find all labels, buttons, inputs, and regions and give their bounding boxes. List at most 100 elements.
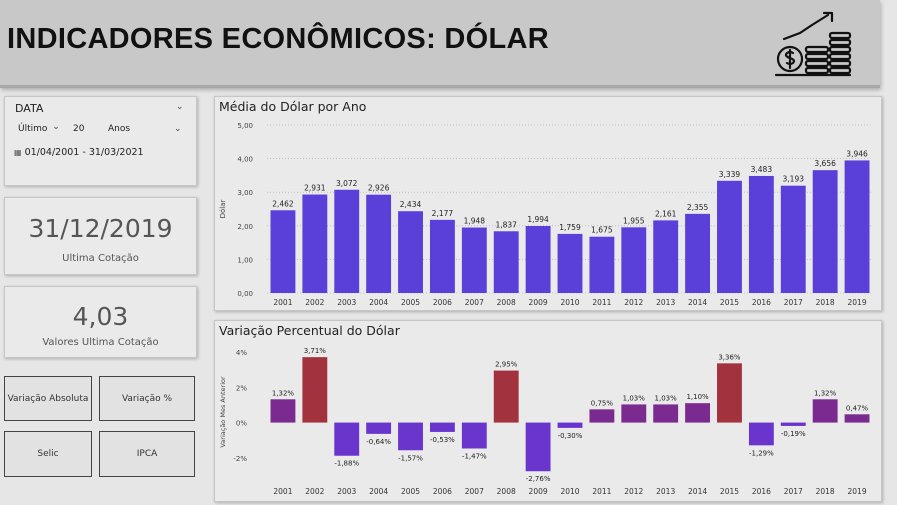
data-label: 1,32% — [814, 389, 837, 397]
bar-2018 — [812, 399, 838, 423]
data-label: 1,675 — [591, 226, 613, 235]
data-label: -1,47% — [462, 452, 487, 460]
bar-2008 — [493, 231, 519, 293]
x-tick-label: 2016 — [752, 298, 771, 307]
kpi-value-value: 4,03 — [72, 302, 129, 331]
x-tick-label: 2018 — [816, 487, 835, 496]
calendar-icon: ▦ — [14, 148, 22, 157]
y-axis-label: Variação Mes Anterior — [219, 376, 227, 448]
date-range-text: 01/04/2001 - 31/03/2021 — [24, 147, 144, 158]
chevron-down-icon[interactable]: ⌄ — [176, 102, 184, 112]
data-label: 1,759 — [559, 223, 581, 232]
money-growth-icon — [774, 11, 852, 77]
y-tick-label: 0,00 — [237, 290, 253, 298]
x-tick-label: 2014 — [688, 487, 707, 496]
data-label: 0,75% — [591, 399, 614, 407]
bar-2019 — [844, 160, 870, 293]
data-label: 2,355 — [687, 203, 709, 212]
data-label: 3,339 — [719, 170, 741, 179]
x-tick-label: 2016 — [752, 487, 771, 496]
x-tick-label: 2011 — [592, 487, 611, 496]
bar-2016 — [748, 175, 774, 293]
x-tick-label: 2010 — [560, 298, 579, 307]
bar-2017 — [780, 185, 806, 293]
bar-2002 — [302, 357, 328, 423]
data-label: 1,955 — [623, 216, 645, 225]
x-tick-label: 2013 — [656, 487, 675, 496]
bar-2007 — [461, 422, 487, 449]
unit-value: Anos — [108, 124, 131, 134]
data-label: 3,946 — [846, 149, 868, 158]
unit-select[interactable]: Anos — [108, 124, 130, 134]
bar-2014 — [685, 213, 711, 293]
bar-2012 — [621, 404, 647, 423]
bar-2003 — [334, 422, 360, 456]
chart-average-dollar-by-year: Média do Dólar por Ano 0,00 1,00 2,00 3,00 4… — [214, 96, 882, 311]
bar-2011 — [589, 236, 615, 293]
x-tick-label: 2005 — [401, 298, 420, 307]
x-tick-label: 2015 — [720, 298, 739, 307]
data-label: 0,47% — [846, 404, 869, 412]
x-tick-label: 2017 — [784, 298, 803, 307]
selic-button[interactable]: Selic — [4, 431, 92, 477]
x-tick-label: 2019 — [848, 487, 867, 496]
data-label: 3,36% — [718, 353, 741, 361]
chevron-down-icon[interactable]: ⌄ — [174, 124, 182, 134]
data-label: 1,948 — [464, 217, 486, 226]
bar-2010 — [557, 233, 583, 293]
chart1-title: Média do Dólar por Ano — [219, 99, 367, 114]
x-tick-label: 2001 — [273, 298, 292, 307]
data-label: -2,76% — [526, 475, 551, 483]
x-tick-label: 2018 — [816, 298, 835, 307]
relative-mode-select[interactable]: Último ⌄ — [18, 122, 60, 134]
y-axis-label: Dólar — [219, 199, 227, 218]
bar-2017 — [780, 422, 806, 426]
data-label: 1,837 — [495, 220, 517, 229]
x-tick-label: 2004 — [369, 298, 388, 307]
bar-2008 — [493, 370, 519, 423]
data-label: -0,30% — [558, 432, 583, 440]
x-tick-label: 2014 — [688, 298, 707, 307]
data-label: 2,926 — [368, 184, 390, 193]
bar-2009 — [525, 226, 551, 293]
bar-2001 — [270, 210, 296, 293]
data-label: 1,03% — [655, 394, 678, 402]
bar-2018 — [812, 170, 838, 293]
bar-2015 — [717, 363, 742, 423]
bar-2006 — [429, 422, 455, 432]
y-tick-label: 2,00 — [237, 223, 253, 231]
chart2-title: Variação Percentual do Dólar — [219, 323, 400, 338]
bar-2009 — [525, 422, 551, 472]
x-tick-label: 2003 — [337, 298, 356, 307]
date-range: ▦ 01/04/2001 - 31/03/2021 — [14, 147, 144, 158]
bar-2012 — [621, 227, 647, 293]
x-tick-label: 2005 — [401, 487, 420, 496]
bar-2013 — [653, 404, 679, 423]
kpi-date-value: 31/12/2019 — [28, 214, 173, 243]
bar-2010 — [557, 422, 583, 428]
bar-2019 — [844, 414, 870, 423]
ipca-button[interactable]: IPCA — [99, 431, 195, 477]
x-tick-label: 2006 — [433, 298, 452, 307]
count-input[interactable]: 20 — [73, 124, 85, 134]
variation-absolute-button[interactable]: Variação Absoluta — [4, 376, 92, 421]
variation-percent-button[interactable]: Variação % — [99, 376, 195, 421]
bar-2014 — [685, 403, 711, 423]
data-label: -0,64% — [366, 438, 391, 446]
slicer-title: DATA — [15, 102, 44, 115]
chart1-svg: 0,00 1,00 2,00 3,00 4,00 5,00 Dólar 2,462 2001 2,… — [219, 122, 873, 307]
data-label: 1,03% — [623, 394, 646, 402]
date-slicer[interactable]: DATA ⌄ Último ⌄ 20 Anos ⌄ ▦ 01/04/2001 -… — [4, 96, 197, 186]
bar-2013 — [653, 220, 679, 293]
x-tick-label: 2007 — [465, 298, 484, 307]
y-tick-label: 2% — [236, 384, 247, 392]
data-label: 2,161 — [655, 209, 677, 218]
bar-2011 — [589, 409, 615, 423]
data-label: 2,434 — [400, 200, 422, 209]
header-banner: INDICADORES ECONÔMICOS: DÓLAR — [0, 0, 880, 88]
data-label: 1,994 — [527, 215, 549, 224]
x-tick-label: 2017 — [784, 487, 803, 496]
x-tick-label: 2002 — [305, 298, 324, 307]
x-tick-label: 2008 — [497, 298, 516, 307]
data-label: 2,95% — [495, 361, 518, 369]
